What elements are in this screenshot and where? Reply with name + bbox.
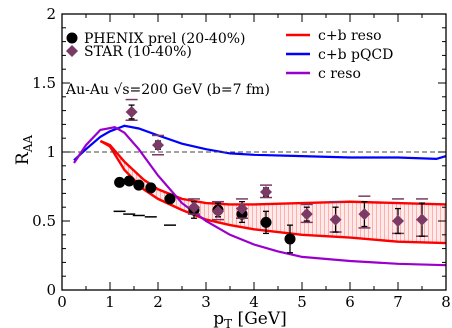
x-tick-label-7: 7 xyxy=(393,293,403,311)
legend-entry-star: STAR (10-40%) xyxy=(66,44,192,60)
phenix-point-3 xyxy=(144,182,157,218)
curve-cb_pqcd xyxy=(73,124,446,162)
star-point-6 xyxy=(300,203,313,224)
star-marker-8 xyxy=(358,208,371,221)
collision-annotation: Au-Au √s=200 GeV (b=7 fm) xyxy=(65,82,270,98)
theory-curves-layer xyxy=(73,124,446,267)
x-tick-label-5: 5 xyxy=(297,293,307,311)
star-marker-3 xyxy=(212,205,224,218)
y-tick-label-3: 1.5 xyxy=(32,74,56,92)
x-tick-label-2: 2 xyxy=(153,293,163,311)
phenix-point-0 xyxy=(113,176,126,213)
phenix-marker-8 xyxy=(260,216,272,228)
legend-label-star: STAR (10-40%) xyxy=(84,44,192,60)
x-tick-label-4: 4 xyxy=(249,293,259,311)
legend-marker-phenix xyxy=(66,32,78,44)
y-axis-title: RAA xyxy=(13,135,35,165)
star-point-3 xyxy=(212,200,224,221)
legend: PHENIX prel (20-40%) STAR (10-40%) c+b r… xyxy=(66,28,393,82)
star-marker-6 xyxy=(300,208,313,221)
star-point-2 xyxy=(188,198,200,215)
star-point-9 xyxy=(392,198,404,235)
legend-entry-c-reso: c reso xyxy=(286,66,361,82)
phenix-point-2 xyxy=(132,179,145,217)
legend-label-cb-pqcd: c+b pQCD xyxy=(318,47,393,63)
x-tick-label-1: 1 xyxy=(105,293,115,311)
legend-label-phenix: PHENIX prel (20-40%) xyxy=(84,31,246,47)
star-point-8 xyxy=(358,195,371,229)
curve-c_reso xyxy=(73,126,446,267)
legend-label-cb-reso: c+b reso xyxy=(318,28,382,44)
star-point-10 xyxy=(416,198,428,237)
star-point-7 xyxy=(329,200,342,233)
phenix-marker-9 xyxy=(284,233,296,245)
band-upper-cb_reso xyxy=(99,139,446,206)
band-lower-cb_reso xyxy=(99,139,446,245)
phenix-marker-4 xyxy=(164,193,176,205)
y-tick-label-1: 0.5 xyxy=(32,212,56,230)
star-marker-2 xyxy=(188,201,200,214)
phenix-point-4 xyxy=(164,193,176,226)
x-axis-title: pT [GeV] xyxy=(213,309,287,328)
star-marker-9 xyxy=(392,215,404,227)
star-marker-1 xyxy=(152,139,164,152)
axes-layer: 0 1 2 3 4 5 6 7 8 0 0.5 1 1.5 2 xyxy=(32,5,451,311)
star-point-0 xyxy=(125,98,138,122)
phenix-point-8 xyxy=(260,210,272,235)
phenix-marker-1 xyxy=(123,175,135,187)
data-points-layer xyxy=(113,98,428,254)
x-tick-label-8: 8 xyxy=(441,293,451,311)
star-marker-10 xyxy=(416,213,428,226)
cb-reso-band-layer xyxy=(99,139,446,245)
phenix-marker-3 xyxy=(145,182,157,194)
y-tick-label-0: 0 xyxy=(46,281,56,299)
legend-marker-star xyxy=(66,45,78,57)
phenix-point-1 xyxy=(123,175,136,215)
phenix-point-9 xyxy=(284,224,296,254)
star-marker-5 xyxy=(260,186,272,199)
legend-entry-cb-reso: c+b reso xyxy=(286,28,382,44)
x-tick-label-0: 0 xyxy=(57,293,67,311)
star-marker-4 xyxy=(236,202,248,215)
star-marker-7 xyxy=(329,213,342,226)
y-tick-label-4: 2 xyxy=(46,5,56,23)
star-marker-0 xyxy=(125,105,138,118)
star-point-5 xyxy=(260,184,272,199)
x-tick-label-3: 3 xyxy=(201,293,211,311)
legend-label-c-reso: c reso xyxy=(318,66,361,82)
phenix-marker-2 xyxy=(133,179,145,191)
star-point-1 xyxy=(152,134,164,156)
star-point-4 xyxy=(236,198,248,219)
legend-entry-cb-pqcd: c+b pQCD xyxy=(286,47,393,63)
x-tick-label-6: 6 xyxy=(345,293,355,311)
y-tick-label-2: 1 xyxy=(46,143,56,161)
phenix-marker-0 xyxy=(114,176,126,188)
legend-entry-phenix: PHENIX prel (20-40%) xyxy=(66,31,246,47)
band-fill-cb_reso xyxy=(100,141,446,244)
